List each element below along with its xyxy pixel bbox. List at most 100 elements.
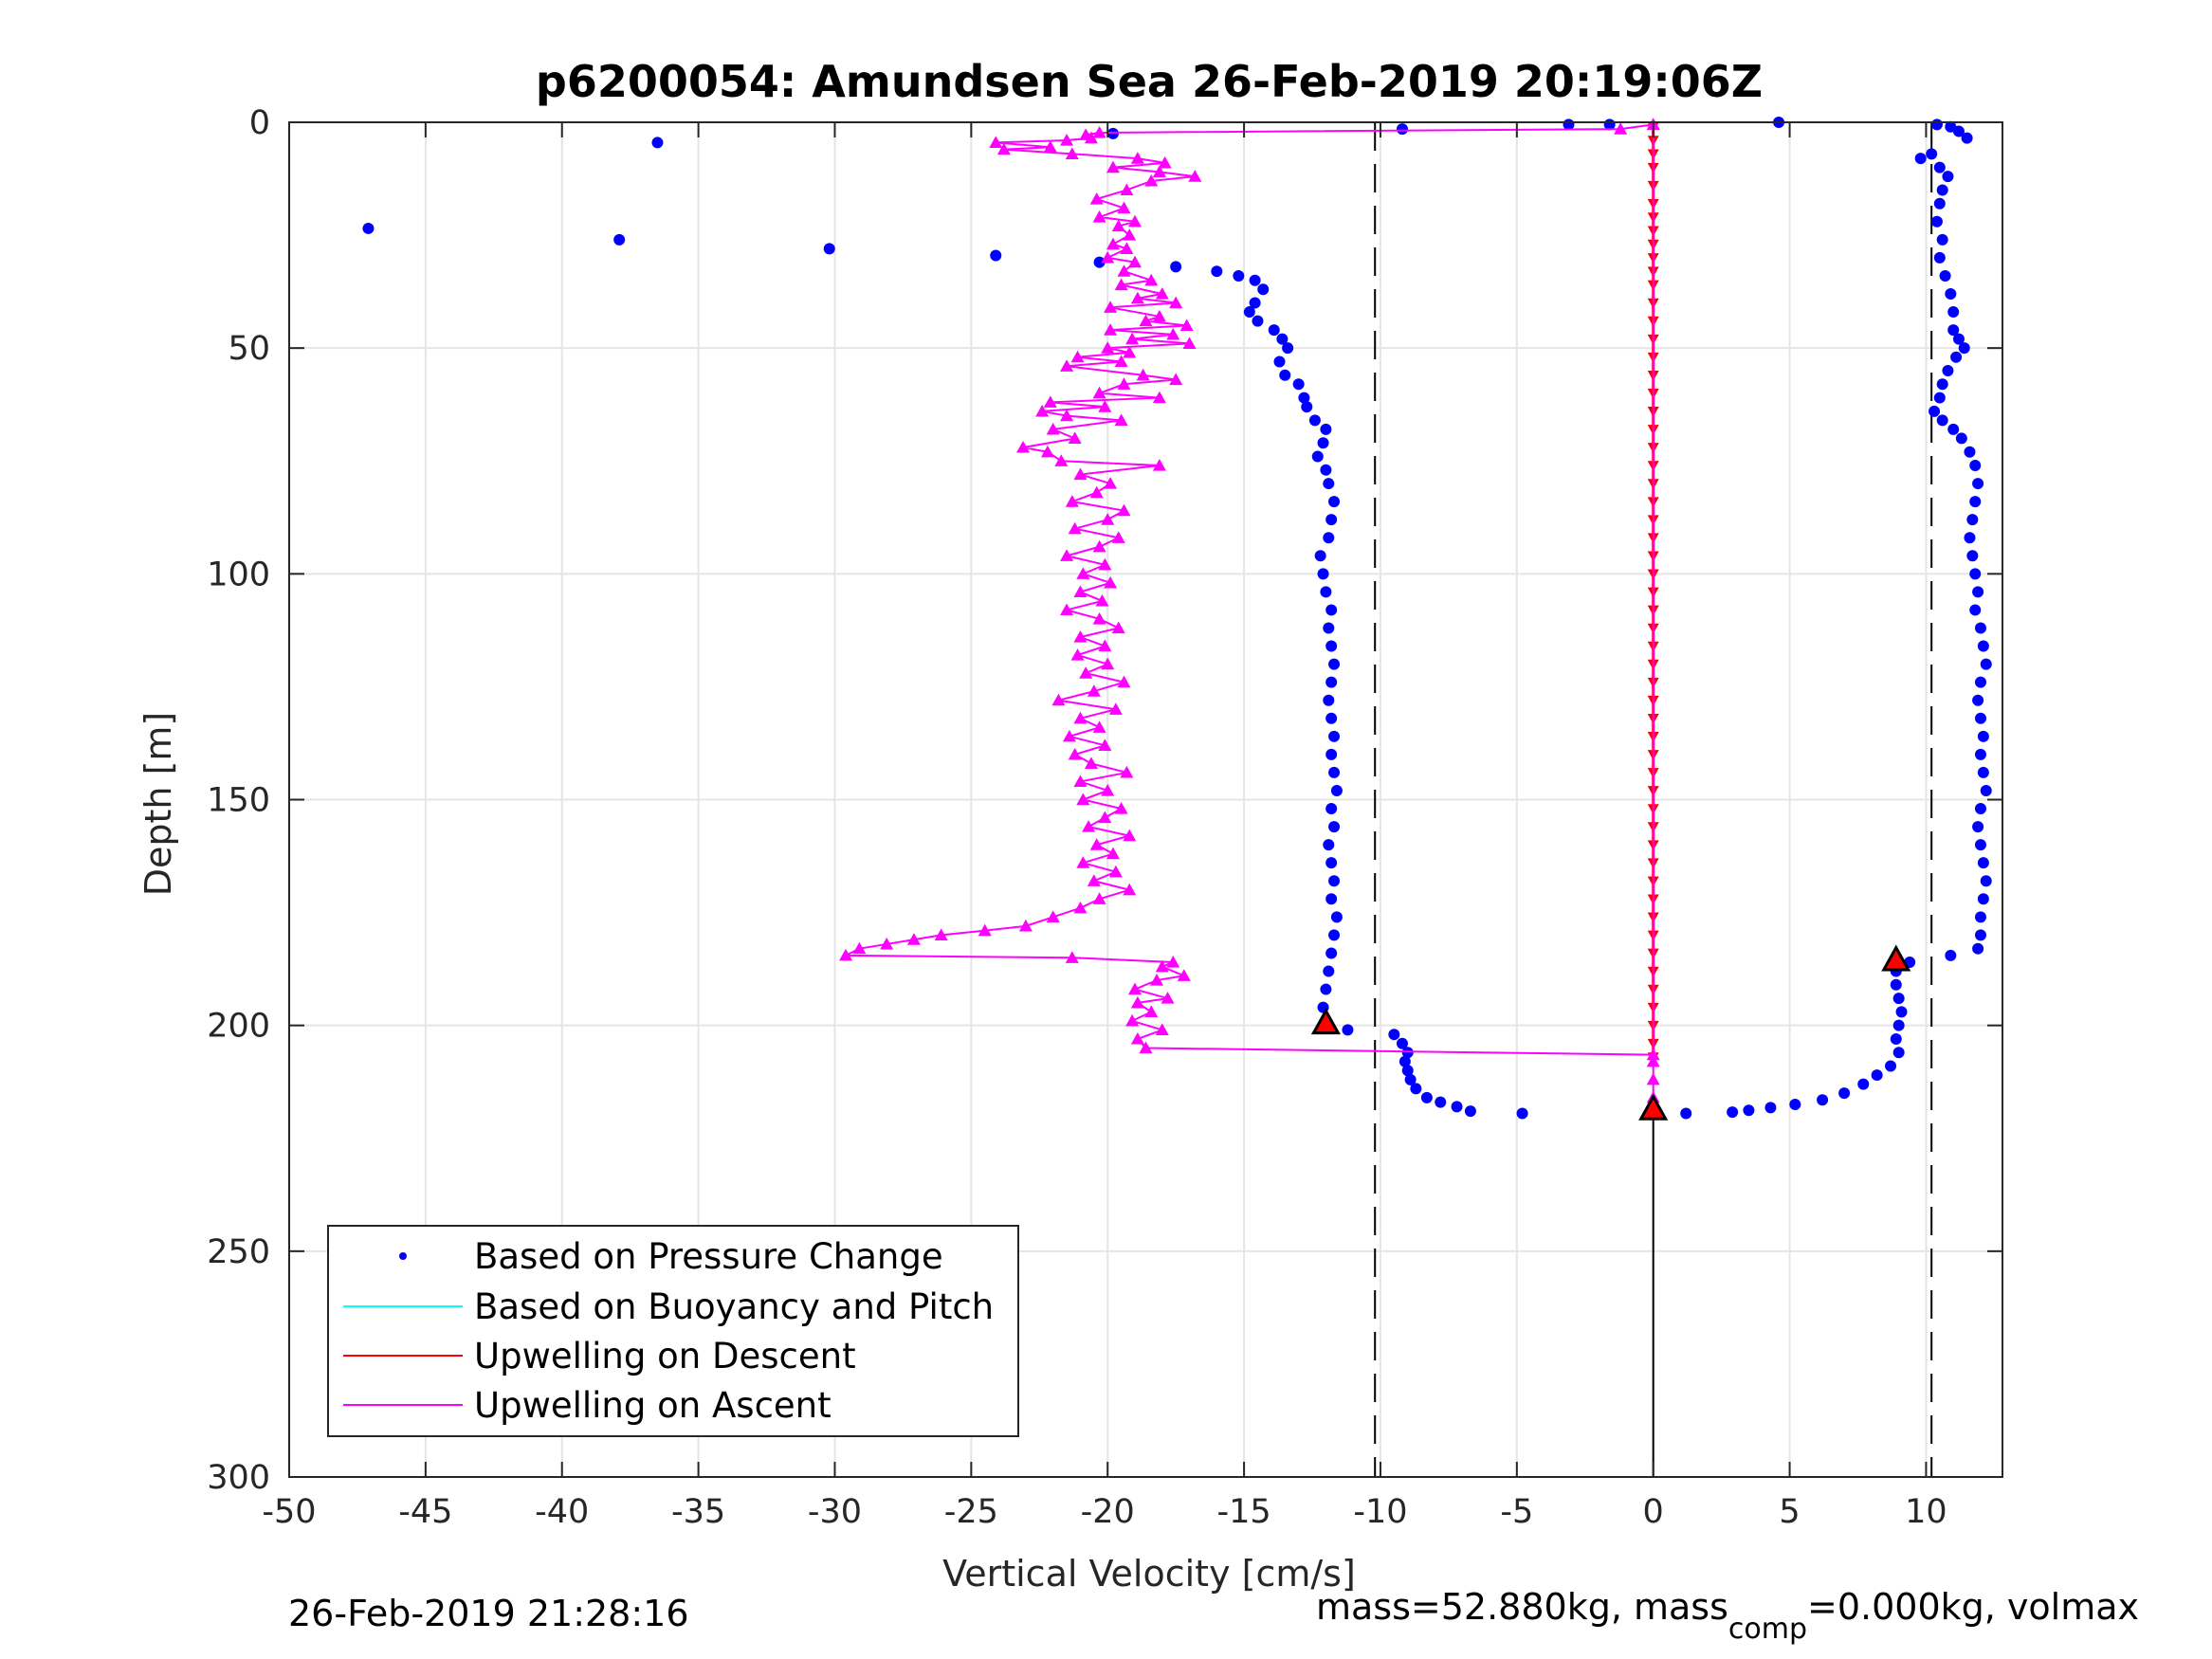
x-tick-label: -15 [1217,1493,1271,1531]
pressure-point [1972,821,1984,833]
ascent-point [1076,793,1090,806]
pressure-point [1243,306,1255,319]
ascent-point [1092,386,1106,399]
ascent-point [1084,131,1098,144]
pressure-point [1325,748,1338,760]
pressure-point [1972,478,1984,490]
chart-title: p6200054: Amundsen Sea 26-Feb-2019 20:19… [536,56,1763,107]
pressure-point [1435,1096,1447,1108]
pressure-point [1320,423,1332,435]
pressure-point [1249,297,1261,309]
legend-entry-descent: Upwelling on Descent [474,1336,856,1376]
ascent-point [1060,603,1074,616]
ascent-point [1046,422,1060,435]
pressure-point [1311,450,1324,463]
ascent-point [1073,711,1088,724]
ascent-point [1108,702,1123,715]
y-tick-label: 100 [207,556,270,593]
pressure-point [1930,215,1943,228]
pressure-point [1301,401,1313,413]
pressure-point [1974,929,1986,941]
mass-text-part-a: mass=52.880kg, mass [1316,1586,1728,1628]
ascent-point [996,142,1011,155]
x-tick-label: -45 [398,1493,452,1531]
ascent-point [1155,1023,1169,1036]
footer-mass-text: mass=52.880kg, masscomp=0.000kg, volmax [1316,1586,2139,1646]
ascent-point [1073,775,1088,788]
ascent-point [1062,729,1076,742]
x-tick-label: 5 [1779,1493,1800,1531]
ascent-point [978,923,992,937]
pressure-point [1871,1069,1883,1082]
pressure-point [1325,514,1338,526]
legend-box [327,1225,1019,1437]
ascent-point [1060,134,1074,146]
pressure-point [1328,766,1341,778]
pressure-point [1936,378,1948,391]
pressure-point [1926,148,1938,160]
ascent-point [1046,910,1060,922]
ascent-point [1092,539,1106,553]
ascent-point [1043,395,1057,408]
x-tick-label: -25 [944,1493,998,1531]
ascent-point [1646,1054,1660,1067]
pressure-point [1170,261,1182,273]
pressure-point [1977,893,1989,905]
ascent-point [1054,454,1069,466]
y-tick-label: 150 [207,782,270,820]
pressure-point [1323,694,1335,706]
pressure-point [1966,550,1979,562]
pressure-point [1410,1083,1422,1095]
pressure-point [1320,586,1332,598]
ascent-point [1166,327,1180,340]
ascent-point [1092,210,1106,223]
pressure-point [1969,568,1982,580]
ascent-point [1106,160,1120,173]
pressure-point [1298,392,1310,404]
ascent-point [1114,355,1128,368]
pressure-point [1974,676,1986,688]
pressure-point [1282,342,1294,355]
pressure-point [1972,694,1984,706]
pressure-point [1974,748,1986,760]
pressure-point [1388,1029,1400,1041]
ascent-point [906,933,921,945]
ascent-point [1155,959,1169,973]
pressure-point [1936,414,1948,427]
pressure-point [1325,857,1338,869]
ascent-point [1104,477,1118,489]
pressure-point [1328,658,1341,670]
ascent-point [1111,531,1125,543]
pressure-point [1404,1073,1417,1085]
pressure-point [1268,324,1280,337]
ascent-point [1123,829,1137,842]
x-tick-label: -50 [262,1493,316,1531]
pressure-point [1980,875,1992,887]
ascent-point [1130,1031,1144,1045]
ascent-point [1123,228,1137,241]
pressure-point [1955,432,1967,445]
ascent-point [1114,413,1128,426]
ascent-point [1070,648,1085,661]
pressure-point [1680,1107,1692,1120]
ascent-point [1076,856,1090,868]
pressure-point [1964,446,1976,458]
ascent-point [1082,820,1096,832]
ascent-point [1139,1041,1153,1054]
pressure-point [1323,622,1335,634]
pressure-point [1464,1105,1476,1118]
ascent-point [1068,431,1082,445]
pressure-point [1743,1104,1755,1117]
pressure-point [1936,184,1948,196]
ascent-point [1060,409,1074,422]
ascent-point [1089,485,1104,499]
pressure-point [1308,414,1321,427]
pressure-point [1516,1107,1528,1120]
ascent-point [989,136,1003,149]
pressure-point [1328,730,1341,742]
ascent-point [1079,128,1093,140]
pressure-point [1969,460,1982,472]
apogee-marker [1638,1093,1669,1121]
pressure-point [1969,496,1982,508]
ascent-point [1111,219,1125,232]
